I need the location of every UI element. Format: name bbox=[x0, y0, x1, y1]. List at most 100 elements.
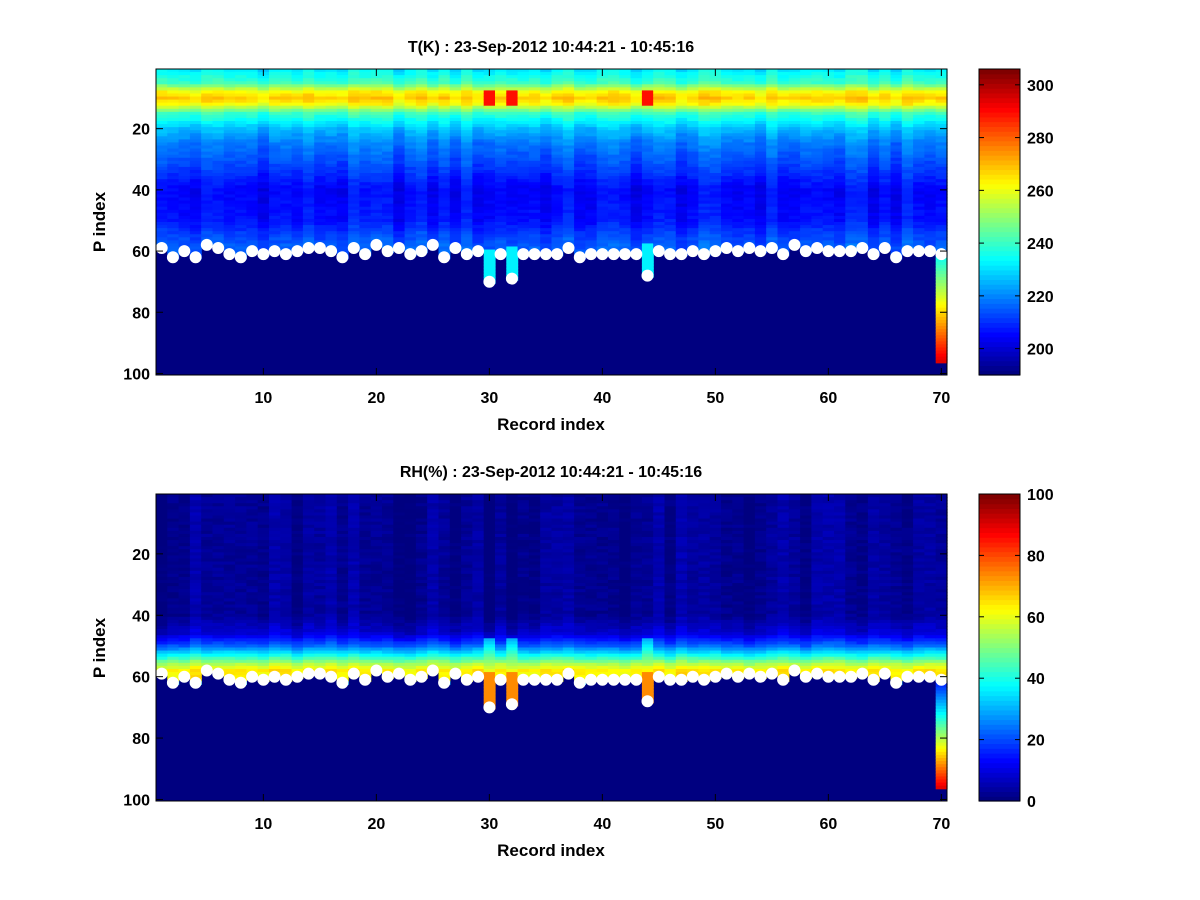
heatmap-cell bbox=[314, 237, 327, 241]
heatmap-cell bbox=[302, 215, 315, 220]
heatmap-cell bbox=[472, 69, 485, 73]
heatmap-cell bbox=[834, 130, 846, 134]
heatmap-cell bbox=[495, 133, 507, 137]
heatmap-cell bbox=[935, 289, 948, 293]
heatmap-cell bbox=[811, 157, 824, 162]
heatmap-cell bbox=[867, 243, 880, 248]
heatmap-cell bbox=[664, 200, 677, 205]
heatmap-cell bbox=[246, 567, 259, 572]
heatmap-cell bbox=[596, 228, 609, 232]
heatmap-cell bbox=[223, 218, 236, 223]
heatmap-cell bbox=[687, 228, 699, 232]
heatmap-cell bbox=[890, 133, 903, 137]
heatmap-cell bbox=[901, 197, 914, 202]
heatmap-cell bbox=[845, 218, 858, 223]
heatmap-cell bbox=[302, 84, 315, 88]
heatmap-cell bbox=[935, 209, 948, 214]
heatmap-cell bbox=[913, 75, 925, 79]
heatmap-cell bbox=[630, 105, 643, 110]
heatmap-cell bbox=[754, 151, 767, 156]
heatmap-cell bbox=[608, 176, 620, 180]
heatmap-cell bbox=[709, 234, 722, 238]
heatmap-cell bbox=[201, 145, 214, 150]
heatmap-cell bbox=[156, 546, 168, 550]
heatmap-cell bbox=[743, 81, 756, 85]
heatmap-cell bbox=[291, 151, 304, 156]
heatmap-cell bbox=[879, 200, 892, 205]
surface-marker bbox=[415, 245, 428, 258]
heatmap-cell bbox=[517, 197, 530, 202]
heatmap-cell bbox=[698, 142, 711, 147]
heatmap-cell bbox=[472, 142, 485, 147]
heatmap-cell bbox=[178, 579, 191, 584]
heatmap-cell bbox=[687, 234, 699, 238]
heatmap-cell bbox=[913, 148, 925, 153]
heatmap-cell bbox=[404, 148, 417, 153]
heatmap-cell bbox=[551, 166, 564, 171]
surface-marker bbox=[313, 242, 326, 254]
heatmap-cell bbox=[212, 558, 225, 563]
heatmap-cell bbox=[528, 212, 541, 217]
heatmap-cell bbox=[449, 142, 462, 147]
heatmap-cell bbox=[856, 191, 869, 196]
heatmap-cell bbox=[382, 121, 394, 125]
heatmap-cell bbox=[415, 228, 428, 232]
heatmap-cell bbox=[223, 176, 236, 180]
heatmap-cell bbox=[845, 108, 858, 113]
heatmap-cell bbox=[483, 258, 496, 263]
heatmap-cell bbox=[348, 117, 360, 122]
heatmap-cell bbox=[732, 166, 745, 171]
heatmap-cell bbox=[235, 114, 247, 119]
heatmap-cell bbox=[867, 179, 880, 183]
heatmap-cell bbox=[732, 69, 745, 73]
heatmap-cell bbox=[901, 102, 914, 107]
heatmap-cell bbox=[415, 142, 428, 147]
heatmap-cell bbox=[822, 148, 835, 153]
heatmap-cell bbox=[483, 222, 496, 226]
heatmap-cell bbox=[845, 78, 858, 82]
heatmap-cell bbox=[687, 231, 699, 235]
heatmap-cell bbox=[743, 234, 756, 238]
heatmap-cell bbox=[596, 78, 609, 82]
heatmap-cell bbox=[223, 558, 236, 563]
heatmap-cell bbox=[201, 607, 214, 612]
heatmap-cell bbox=[574, 173, 586, 177]
heatmap-cell bbox=[890, 234, 903, 238]
heatmap-cell bbox=[438, 117, 451, 122]
heatmap-cell bbox=[879, 182, 892, 186]
heatmap-cell bbox=[178, 185, 191, 189]
heatmap-cell bbox=[472, 96, 485, 101]
heatmap-cell bbox=[461, 121, 473, 125]
heatmap-cell bbox=[687, 206, 699, 211]
heatmap-cell bbox=[427, 90, 440, 95]
heatmap-cell bbox=[709, 160, 722, 165]
heatmap-cell bbox=[427, 179, 440, 183]
heatmap-cell bbox=[788, 136, 801, 140]
heatmap-cell bbox=[788, 99, 801, 104]
heatmap-cell bbox=[314, 151, 327, 156]
heatmap-cell bbox=[506, 139, 519, 144]
heatmap-cell bbox=[382, 151, 394, 156]
heatmap-cell bbox=[438, 142, 451, 147]
heatmap-cell bbox=[257, 157, 270, 162]
heatmap-cell bbox=[201, 579, 214, 584]
heatmap-cell bbox=[585, 234, 598, 238]
heatmap-cell bbox=[472, 99, 485, 104]
heatmap-cell bbox=[935, 326, 948, 330]
heatmap-cell bbox=[585, 203, 598, 208]
heatmap-cell bbox=[517, 163, 530, 168]
heatmap-cell bbox=[766, 139, 779, 144]
heatmap-cell bbox=[675, 166, 688, 171]
heatmap-cell bbox=[269, 84, 281, 88]
heatmap-cell bbox=[540, 69, 553, 73]
heatmap-cell bbox=[653, 206, 666, 211]
heatmap-cell bbox=[845, 105, 858, 110]
heatmap-cell bbox=[280, 130, 293, 134]
heatmap-cell bbox=[280, 228, 293, 232]
heatmap-cell bbox=[280, 99, 293, 104]
heatmap-cell bbox=[890, 179, 903, 183]
heatmap-cell bbox=[189, 191, 202, 196]
heatmap-cell bbox=[246, 552, 259, 556]
heatmap-cell bbox=[302, 90, 315, 95]
heatmap-cell bbox=[800, 145, 812, 150]
